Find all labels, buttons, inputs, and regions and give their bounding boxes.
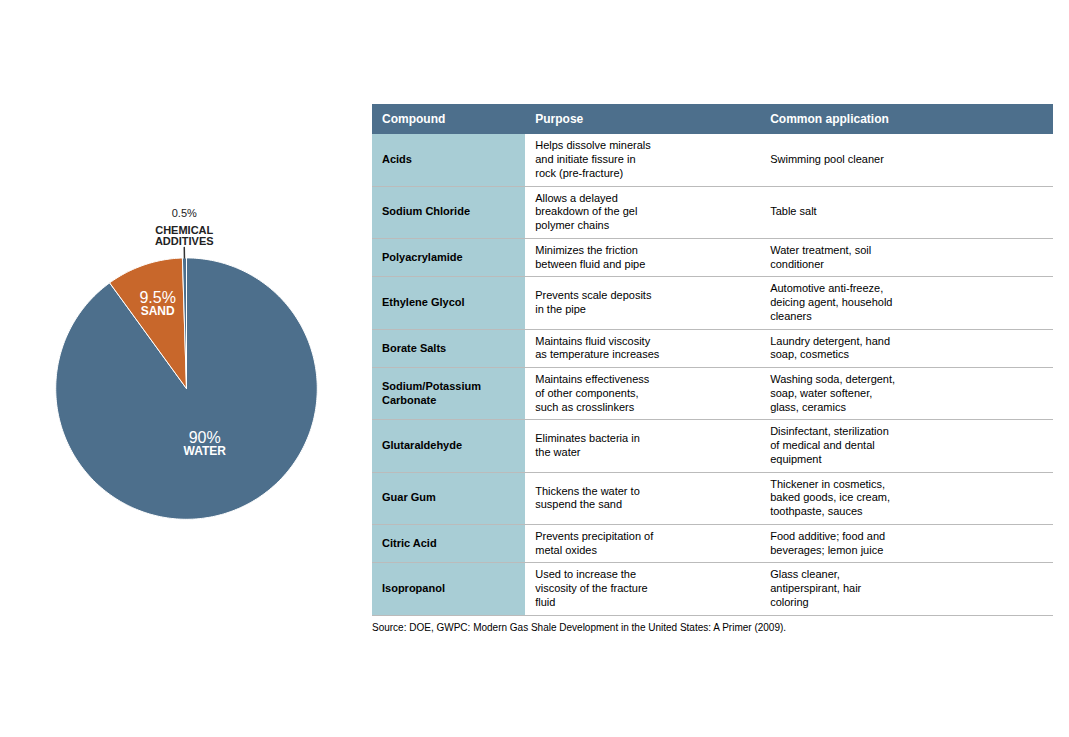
html-text:Sodium Chloride: Sodium Chloride	[382, 205, 470, 218]
html-text:Washing soda, detergent, soap,: Washing soda, detergent, soap, water sof…	[770, 373, 896, 413]
html-text:Used to increase the viscosity: Used to increase the viscosity of the fr…	[535, 568, 648, 608]
svg-text:9.5%: 9.5%	[139, 289, 175, 306]
html-text:Helps dissolve minerals and in: Helps dissolve minerals and initiate fis…	[535, 139, 651, 179]
html-text:Maintains effectiveness of oth: Maintains effectiveness of other compone…	[535, 373, 650, 413]
html-text:Acids: Acids	[382, 153, 412, 166]
html-text:Common application: Common application	[770, 112, 889, 127]
html-text:Purpose: Purpose	[535, 112, 584, 127]
html-text:Minimizes the friction between: Minimizes the friction between fluid and…	[535, 243, 646, 270]
html-text:Water treatment, soil conditio: Water treatment, soil conditioner	[770, 243, 872, 270]
html-text:Prevents precipitation of meta: Prevents precipitation of metal oxides	[535, 529, 654, 556]
html-text:Source: DOE, GWPC: Modern Gas: Source: DOE, GWPC: Modern Gas Shale Deve…	[372, 621, 787, 633]
html-text:Eliminates bacteria in the wat: Eliminates bacteria in the water	[535, 432, 640, 458]
html-text:Swimming pool cleaner: Swimming pool cleaner	[770, 153, 884, 166]
html-text:Maintains fluid viscosity as t: Maintains fluid viscosity as temperature…	[535, 334, 660, 361]
html-text:Thickener in cosmetics, baked: Thickener in cosmetics, baked goods, ice…	[770, 477, 890, 518]
html-text:Citric Acid: Citric Acid	[382, 536, 437, 549]
html-text:Table salt: Table salt	[770, 205, 817, 218]
html-text:Prevents scale deposits in the: Prevents scale deposits in the pipe	[535, 289, 652, 315]
html-text:Glass cleaner, antiperspirant,: Glass cleaner, antiperspirant, hair colo…	[770, 568, 862, 608]
svg-text:CHEMICALADDITIVES: CHEMICALADDITIVES	[155, 224, 214, 247]
html-text:Food additive; food and bevera: Food additive; food and beverages; lemon…	[770, 529, 886, 556]
html-text:Ethylene Glycol: Ethylene Glycol	[382, 296, 465, 309]
svg-text:90%: 90%	[189, 429, 221, 446]
html-text:Polyacrylamide: Polyacrylamide	[382, 250, 463, 263]
html-text:Disinfectant, sterilization of: Disinfectant, sterilization of medical a…	[770, 425, 889, 465]
html-text:Sodium/Potassium Carbonate: Sodium/Potassium Carbonate	[382, 380, 481, 406]
html-text:Allows a delayed breakdown of: Allows a delayed breakdown of the gel po…	[535, 191, 638, 232]
svg-text:WATER: WATER	[183, 444, 226, 458]
svg-text:0.5%: 0.5%	[172, 207, 197, 219]
svg-text:SAND: SAND	[141, 304, 175, 318]
html-text:Thickens the water to suspend: Thickens the water to suspend the sand	[535, 484, 640, 511]
html-text:Isopropanol: Isopropanol	[382, 582, 445, 595]
html-text:Automotive anti-freeze, deicin: Automotive anti-freeze, deicing agent, h…	[770, 282, 893, 322]
html-text:Laundry detergent, hand soap,: Laundry detergent, hand soap, cosmetics	[770, 334, 890, 361]
html-text:Compound: Compound	[382, 112, 446, 127]
html-text:Guar Gum: Guar Gum	[382, 491, 436, 504]
html-text:Borate Salts: Borate Salts	[382, 341, 447, 354]
html-text:Glutaraldehyde: Glutaraldehyde	[382, 439, 463, 452]
